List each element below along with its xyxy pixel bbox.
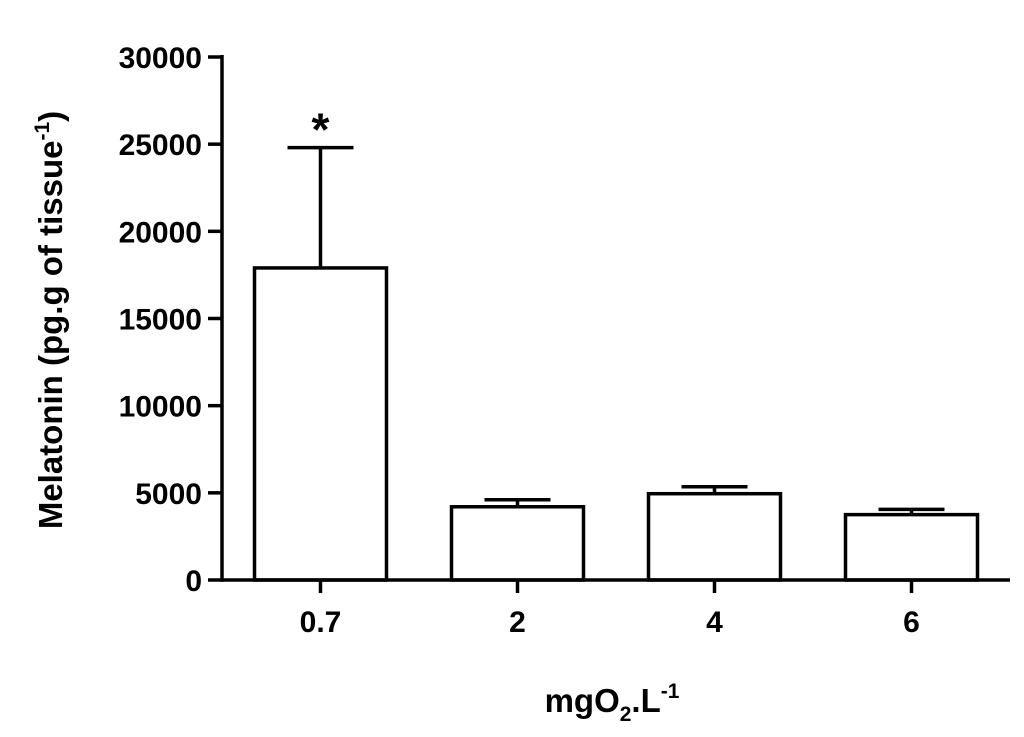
y-tick-label: 15000 [119,304,202,337]
y-axis-title: Melatonin (pg.g of tissue-1) [31,111,69,529]
x-tick-label: 6 [903,606,920,639]
y-tick-label: 20000 [119,216,202,249]
bar [252,266,389,582]
y-tick-label: 5000 [135,478,202,511]
y-title-main: Melatonin (pg.g of tissue [32,141,69,530]
significance-marker: * [312,104,330,156]
x-title-main: mgO [545,682,620,719]
y-tick-label: 0 [185,565,202,598]
bar [646,491,783,582]
x-title-sup: -1 [661,680,680,703]
bar [449,505,586,582]
y-tick-label: 30000 [119,42,202,75]
y-title-end: ) [32,111,69,122]
x-title-mid: .L [631,682,660,719]
y-tick-label: 25000 [119,129,202,162]
x-title-sub: 2 [620,703,632,726]
bar [843,512,980,582]
x-tick-label: 4 [706,606,723,639]
x-tick-label: 0.7 [300,606,342,639]
y-tick-label: 10000 [119,391,202,424]
x-axis-title: mgO2.L-1 [545,680,680,726]
y-title-sup: -1 [31,122,54,141]
x-tick-label: 2 [509,606,526,639]
